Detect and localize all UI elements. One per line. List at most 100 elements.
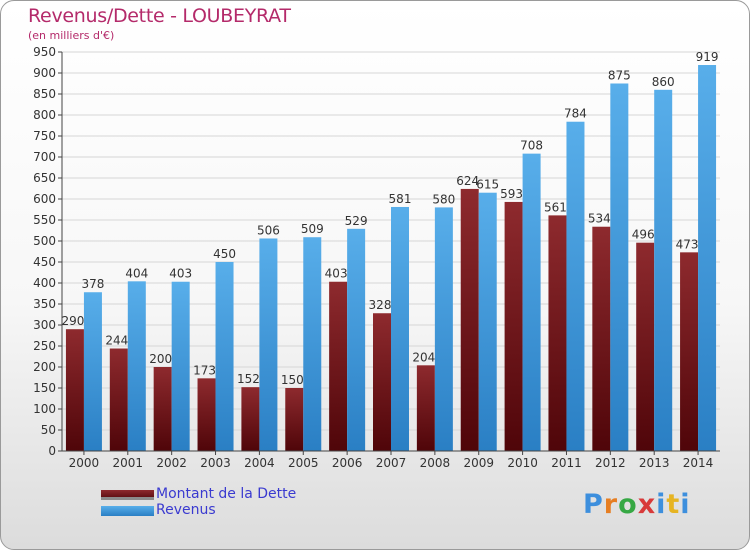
bar-revenue [83,292,102,451]
data-label-revenue: 529 [345,214,368,228]
data-label-debt: 496 [632,228,655,242]
bar-debt [416,365,435,451]
bar-revenue [478,192,497,451]
bar-revenue [215,262,234,451]
data-label-debt: 204 [412,350,435,364]
y-tick-label: 850 [33,87,56,101]
x-tick-label: 2012 [595,456,626,470]
x-tick-label: 2010 [507,456,538,470]
data-label-debt: 150 [281,373,304,387]
y-tick-label: 500 [33,234,56,248]
legend-swatch-revenue [101,506,154,516]
y-tick-label: 900 [33,66,56,80]
x-tick-label: 2013 [639,456,670,470]
data-label-debt: 403 [325,267,348,281]
y-tick-label: 400 [33,276,56,290]
data-label-revenue: 784 [564,107,587,121]
y-tick-label: 450 [33,255,56,269]
data-label-debt: 200 [149,352,172,366]
data-label-debt: 624 [456,174,479,188]
data-label-debt: 534 [588,212,611,226]
bar-debt [241,387,260,451]
bar-debt [636,242,655,451]
bar-revenue [698,65,717,452]
legend-swatch-debt [101,490,154,500]
data-label-revenue: 919 [696,50,719,64]
bar-revenue [303,237,322,451]
y-tick-label: 750 [33,129,56,143]
data-label-revenue: 506 [257,223,280,237]
bar-debt [65,329,84,451]
bar-debt [592,226,611,451]
data-label-debt: 244 [105,334,128,348]
y-tick-label: 150 [33,381,56,395]
y-tick-label: 650 [33,171,56,185]
bar-revenue [434,207,453,451]
data-label-revenue: 509 [301,222,324,236]
bar-revenue [259,238,278,451]
data-label-debt: 593 [500,187,523,201]
data-label-revenue: 875 [608,69,631,83]
data-label-debt: 328 [369,298,392,312]
bar-debt [109,348,128,451]
bar-debt [373,313,391,451]
y-tick-label: 50 [41,423,56,437]
bar-revenue [654,89,673,452]
data-label-debt: 173 [193,363,216,377]
bar-debt [285,388,304,451]
x-tick-label: 2002 [156,456,187,470]
data-label-revenue: 403 [169,267,192,281]
bar-revenue [347,228,366,451]
data-label-revenue: 378 [81,277,104,291]
x-tick-label: 2004 [244,456,275,470]
x-tick-label: 2006 [332,456,363,470]
y-tick-label: 250 [33,339,56,353]
bar-debt [153,367,172,451]
data-label-revenue: 450 [213,247,236,261]
x-tick-label: 2000 [69,456,100,470]
bar-revenue [522,153,541,451]
y-tick-label: 600 [33,192,56,206]
chart-subtitle: (en milliers d'€) [28,29,115,42]
data-label-revenue: 581 [389,192,412,206]
bar-debt [197,378,216,451]
data-label-revenue: 580 [432,192,455,206]
data-label-revenue: 615 [476,178,499,192]
y-tick-label: 950 [33,45,56,59]
data-label-revenue: 404 [125,266,148,280]
x-tick-label: 2003 [200,456,231,470]
data-label-debt: 561 [544,200,567,214]
legend-label-revenue: Revenus [156,502,216,518]
bar-debt [329,281,348,451]
data-label-revenue: 860 [652,75,675,89]
x-tick-label: 2007 [376,456,407,470]
x-tick-label: 2008 [420,456,451,470]
bar-revenue [127,281,146,451]
x-tick-label: 2005 [288,456,319,470]
proxiti-logo: Proxiti [583,489,691,520]
x-tick-label: 2009 [463,456,494,470]
data-label-revenue: 708 [520,139,543,153]
y-tick-label: 700 [33,150,56,164]
data-label-debt: 473 [676,237,699,251]
y-tick-label: 300 [33,318,56,332]
data-label-debt: 152 [237,372,260,386]
x-tick-label: 2011 [551,456,582,470]
y-tick-label: 350 [33,297,56,311]
bar-revenue [171,281,190,451]
bar-debt [680,252,699,451]
y-tick-label: 550 [33,213,56,227]
chart-title: Revenus/Dette - LOUBEYRAT [28,5,291,27]
y-tick-label: 800 [33,108,56,122]
x-tick-label: 2014 [683,456,714,470]
y-tick-label: 0 [48,444,56,458]
y-tick-label: 100 [33,402,56,416]
legend-label-debt: Montant de la Dette [156,486,297,502]
bar-revenue [610,83,629,451]
bar-debt [460,188,479,452]
bar-debt [548,215,567,451]
bar-debt [504,201,523,451]
x-tick-label: 2001 [113,456,144,470]
